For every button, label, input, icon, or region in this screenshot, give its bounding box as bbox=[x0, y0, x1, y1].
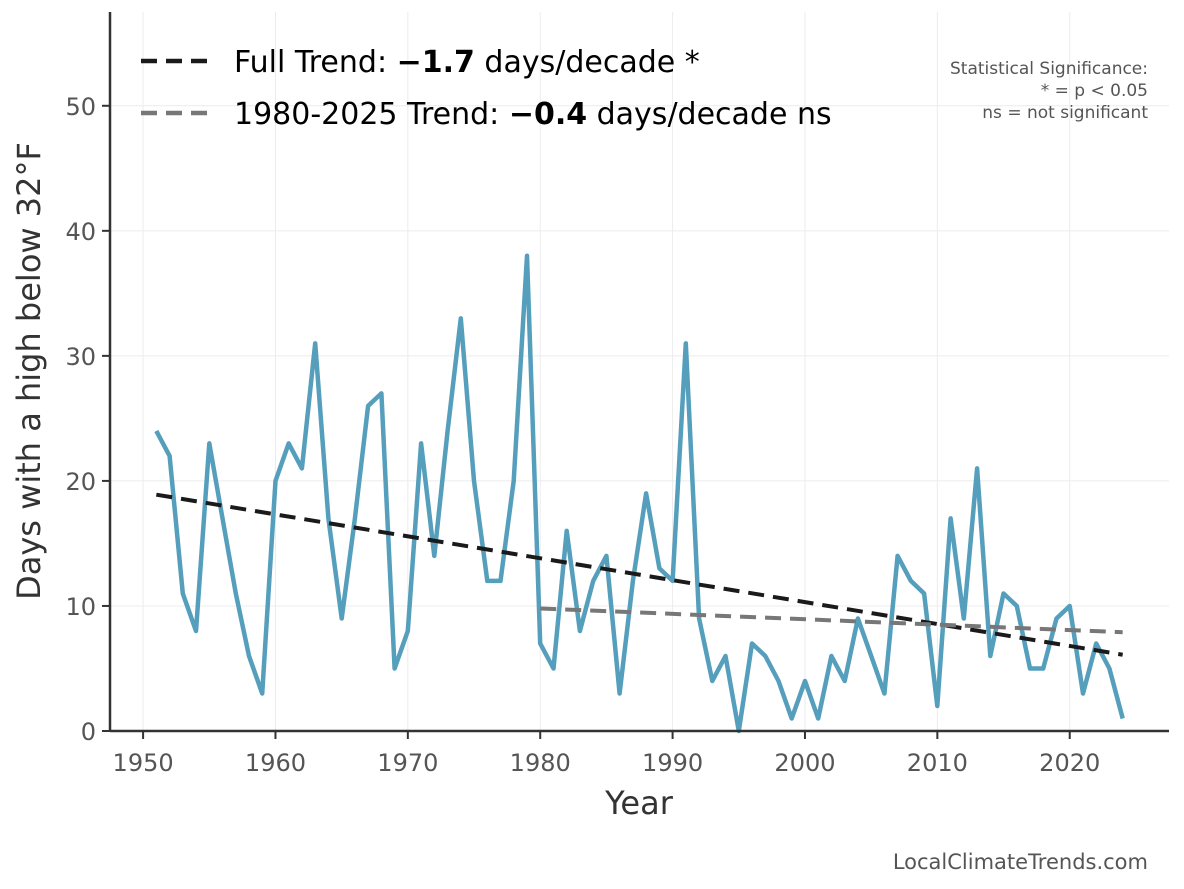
x-tick-label: 2020 bbox=[1039, 749, 1100, 777]
y-axis-title: Days with a high below 32°F bbox=[10, 142, 48, 600]
legend-entry-1980-2025-trend: 1980-2025 Trend: −0.4 days/decade ns bbox=[234, 97, 832, 132]
legend-value: −0.4 bbox=[509, 97, 587, 132]
legend: Full Trend: −1.7 days/decade * 1980-2025… bbox=[141, 45, 832, 132]
x-ticks: 1950 1960 1970 1980 1990 2000 2010 2020 bbox=[113, 731, 1100, 777]
source-credit: LocalClimateTrends.com bbox=[893, 850, 1148, 874]
trend-lines bbox=[156, 492, 1123, 657]
series-line bbox=[154, 253, 1125, 734]
y-tick-label: 20 bbox=[65, 468, 96, 496]
recent-trend-line bbox=[540, 606, 1123, 635]
y-ticks: 0 10 20 30 40 50 bbox=[65, 93, 110, 746]
axes bbox=[108, 12, 1169, 733]
full-trend-line bbox=[156, 492, 1123, 657]
legend-prefix: Full Trend: bbox=[234, 45, 397, 80]
y-tick-label: 0 bbox=[81, 718, 96, 746]
x-axis-title: Year bbox=[604, 784, 674, 822]
x-tick-label: 1950 bbox=[113, 749, 174, 777]
significance-title: Statistical Significance: bbox=[950, 59, 1148, 79]
x-tick-label: 1980 bbox=[510, 749, 571, 777]
x-tick-label: 1990 bbox=[642, 749, 703, 777]
y-tick-label: 50 bbox=[65, 93, 96, 121]
data-series bbox=[154, 253, 1125, 734]
x-tick-label: 2010 bbox=[907, 749, 968, 777]
x-tick-label: 2000 bbox=[774, 749, 835, 777]
y-tick-label: 40 bbox=[65, 218, 96, 246]
legend-suffix: days/decade ns bbox=[587, 97, 832, 132]
significance-ns: ns = not significant bbox=[982, 103, 1148, 123]
y-tick-label: 30 bbox=[65, 343, 96, 371]
legend-prefix: 1980-2025 Trend: bbox=[234, 97, 509, 132]
y-tick-label: 10 bbox=[65, 593, 96, 621]
legend-value: −1.7 bbox=[397, 45, 475, 80]
x-tick-label: 1970 bbox=[377, 749, 438, 777]
legend-suffix: days/decade * bbox=[475, 45, 700, 80]
significance-note: Statistical Significance: * = p < 0.05 n… bbox=[950, 59, 1148, 123]
x-tick-label: 1960 bbox=[245, 749, 306, 777]
legend-entry-full-trend: Full Trend: −1.7 days/decade * bbox=[234, 45, 700, 80]
significance-star: * = p < 0.05 bbox=[1041, 81, 1148, 101]
